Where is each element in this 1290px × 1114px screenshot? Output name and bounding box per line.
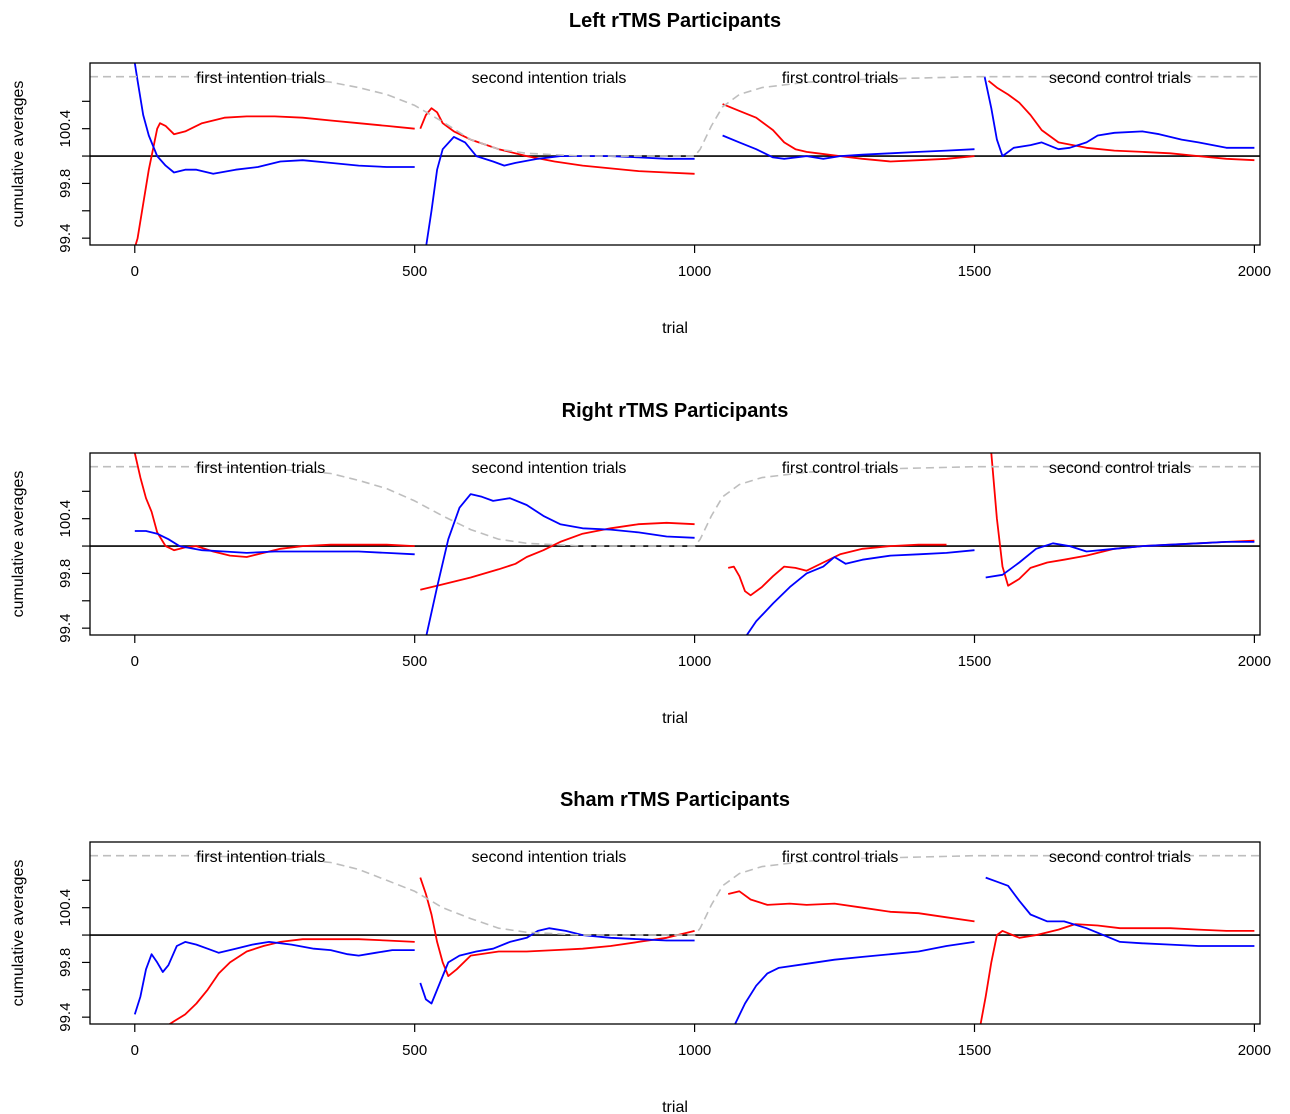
- series-1-segment-4: [979, 923, 1255, 1024]
- x-tick-label: 0: [131, 263, 139, 280]
- y-axis-label: cumulative averages: [10, 81, 27, 228]
- series-2-segment-3: [722, 134, 975, 160]
- section-label: first intention trials: [196, 70, 325, 87]
- chart-panel-3: Sham rTMS Participants first intention tr…: [10, 789, 1271, 1114]
- x-tick-label: 2000: [1238, 653, 1271, 670]
- plot-area: [90, 453, 1260, 635]
- section-label: first control trials: [782, 460, 898, 477]
- series-2-segment-3: [745, 549, 975, 635]
- x-tick-label: 500: [402, 653, 427, 670]
- y-tick-label: 99.4: [57, 614, 74, 643]
- x-tick-label: 1500: [958, 1042, 991, 1059]
- x-tick-label: 0: [131, 1042, 139, 1059]
- series-1-segment-3: [727, 543, 947, 597]
- series-2-segment-3: [734, 941, 975, 1024]
- plot-frame: [89, 841, 1261, 1025]
- plot-area: [90, 63, 1260, 245]
- series-2-segment-1: [134, 530, 415, 556]
- series-2-segment-1: [133, 63, 415, 175]
- y-tick-label: 99.4: [57, 224, 74, 253]
- x-tick-label: 1000: [678, 1042, 711, 1059]
- y-tick-label: 100.4: [57, 500, 74, 538]
- series-1-segment-2: [419, 877, 695, 977]
- y-axis: 99.4 99.8 100.4: [57, 490, 90, 643]
- series-1-segment-2: [420, 521, 695, 591]
- plot-area: [90, 854, 1260, 1024]
- series-1-segment-3: [722, 103, 975, 163]
- y-tick-label: 100.4: [57, 889, 74, 927]
- y-tick-label: 100.4: [57, 110, 74, 148]
- x-axis-label: trial: [662, 1099, 688, 1114]
- x-axis: 0 500 1000 1500 2000: [131, 635, 1271, 670]
- x-tick-label: 500: [402, 263, 427, 280]
- series-1-segment-4: [987, 80, 1255, 162]
- series-2-segment-4: [983, 76, 1255, 157]
- section-label: second control trials: [1049, 460, 1191, 477]
- x-axis-label: trial: [662, 320, 688, 337]
- x-tick-label: 2000: [1238, 1042, 1271, 1059]
- series-3-segment-1: [90, 75, 1260, 157]
- x-axis: 0 500 1000 1500 2000: [131, 1024, 1271, 1059]
- section-label: second intention trials: [472, 460, 627, 477]
- x-tick-label: 1000: [678, 263, 711, 280]
- x-axis: 0 500 1000 1500 2000: [131, 245, 1271, 280]
- section-label: first control trials: [782, 70, 898, 87]
- plot-frame: [89, 62, 1261, 246]
- x-axis-label: trial: [662, 710, 688, 727]
- series-2-segment-2: [419, 927, 695, 1005]
- x-tick-label: 0: [131, 653, 139, 670]
- series-1-segment-1: [168, 938, 415, 1024]
- section-label: second control trials: [1049, 849, 1191, 866]
- series-3-segment-1: [90, 854, 1260, 936]
- section-label: second intention trials: [472, 849, 627, 866]
- x-tick-label: 1500: [958, 263, 991, 280]
- series-1-segment-1: [134, 115, 415, 245]
- plot-frame: [89, 452, 1261, 636]
- section-label: first control trials: [782, 849, 898, 866]
- section-label: second control trials: [1049, 70, 1191, 87]
- y-tick-label: 99.4: [57, 1003, 74, 1032]
- series-2-segment-1: [133, 941, 415, 1015]
- series-2-segment-2: [425, 493, 695, 635]
- y-tick-label: 99.8: [57, 948, 74, 977]
- chart-title: Sham rTMS Participants: [560, 789, 790, 811]
- series-2-segment-4: [985, 541, 1255, 579]
- series-1-segment-3: [727, 890, 975, 923]
- y-axis-label: cumulative averages: [10, 860, 27, 1007]
- chart-panel-1: Left rTMS Participants first intention tr…: [10, 10, 1271, 337]
- y-tick-label: 99.8: [57, 559, 74, 588]
- chart-title: Right rTMS Participants: [562, 400, 789, 422]
- x-tick-label: 1000: [678, 653, 711, 670]
- series-2-segment-2: [425, 136, 695, 245]
- y-axis: 99.4 99.8 100.4: [57, 879, 90, 1032]
- series-3-segment-1: [90, 465, 1260, 547]
- y-axis-label: cumulative averages: [10, 471, 27, 618]
- y-tick-label: 99.8: [57, 169, 74, 198]
- x-tick-label: 2000: [1238, 263, 1271, 280]
- x-tick-label: 1500: [958, 653, 991, 670]
- chart-title: Left rTMS Participants: [569, 10, 781, 32]
- section-label: first intention trials: [196, 849, 325, 866]
- section-label: second intention trials: [472, 70, 627, 87]
- chart-panel-2: Right rTMS Participants first intention t…: [10, 400, 1271, 727]
- y-axis: 99.4 99.8 100.4: [57, 100, 90, 253]
- x-tick-label: 500: [402, 1042, 427, 1059]
- series-2-segment-4: [985, 876, 1255, 947]
- section-label: first intention trials: [196, 460, 325, 477]
